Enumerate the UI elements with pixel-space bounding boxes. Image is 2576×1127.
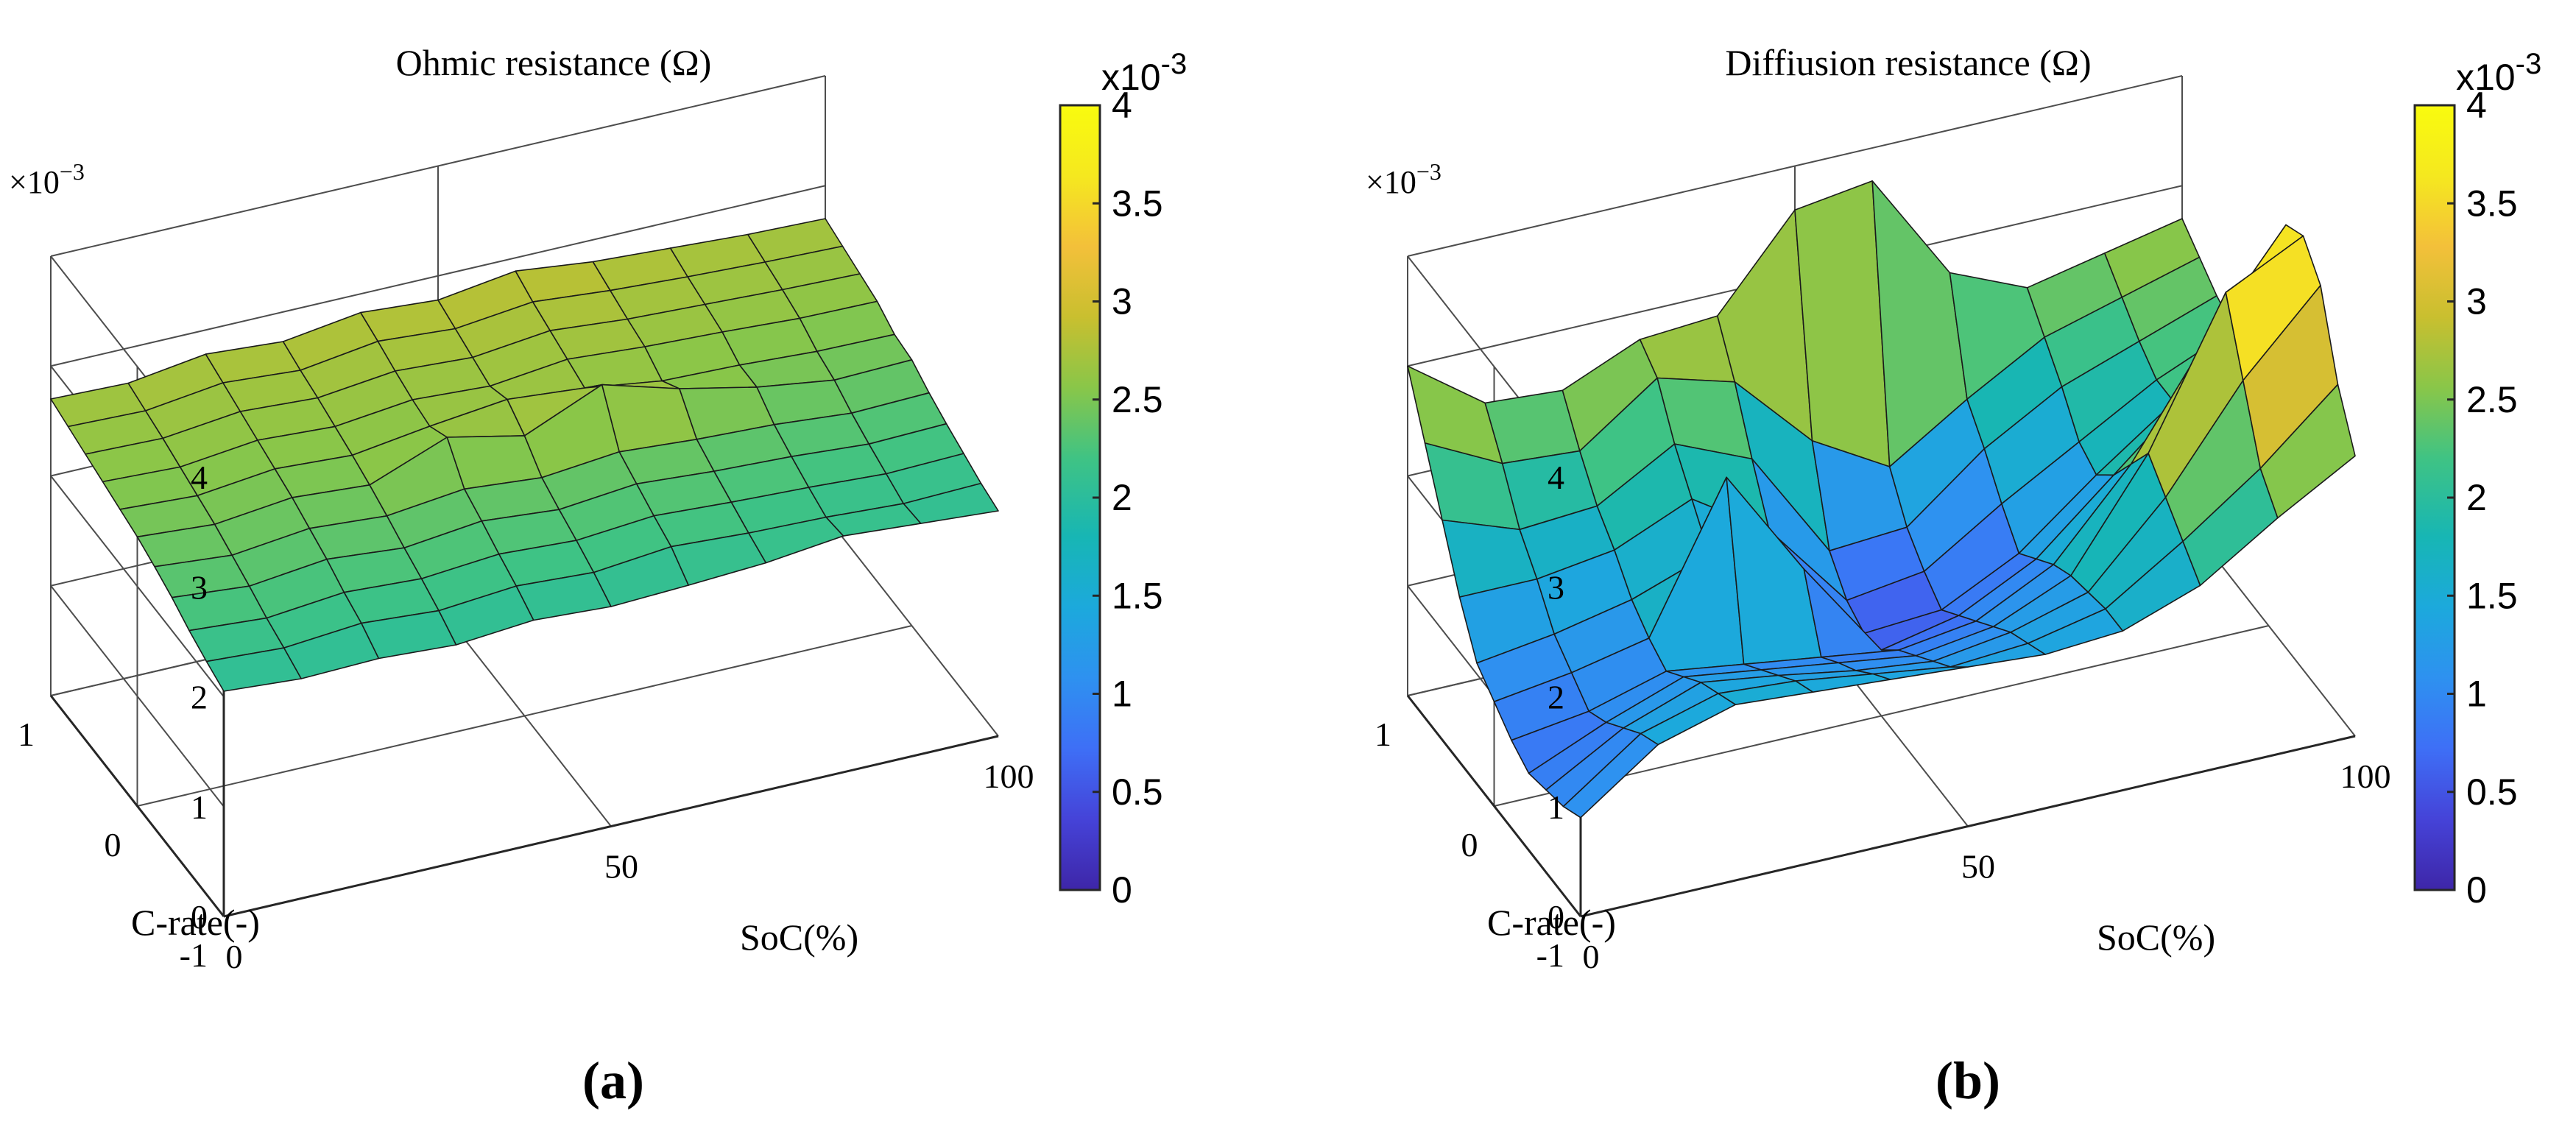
colorbar-tick-label: 0.5 [2466,771,2518,813]
colorbar-ticks: 0 0.5 1 1.5 2 2.5 3 3.5 4 [2447,85,2518,911]
panel-caption: (a) [582,1051,644,1110]
z-tick-label: 0 [1548,898,1564,936]
x-axis-label: SoC(%) [2097,916,2215,958]
gridline [137,625,912,807]
colorbar-tick-label: 2 [1112,477,1132,518]
z-tick-label: 2 [1548,679,1564,716]
z-tick-label: 3 [191,568,208,606]
colorbar-tick-label: 1.5 [2466,575,2518,616]
x-tick-label: 0 [1583,938,1600,975]
axis-line [223,735,999,918]
x-tick-label: 100 [2340,757,2391,795]
z-tick-label: 3 [1548,568,1564,606]
colorbar-tick-label: 1.5 [1112,575,1163,616]
surface-patch [2259,384,2356,519]
z-tick-label: 4 [191,459,208,496]
colorbar-tick-label: 0 [1112,869,1132,911]
z-exponent-label: ×10−3 [1366,158,1441,200]
y-axis-label: C-rate(-) [131,902,260,943]
diffusion-resistance-panel: Diffiusion resistance (Ω) 01234-10105010… [1366,42,2541,1110]
y-axis-label: C-rate(-) [1487,902,1616,943]
x-tick-label: 0 [226,938,243,975]
axis-line [1406,695,1582,917]
z-tick-label: 1 [1548,788,1564,826]
y-tick-label: -1 [1536,936,1564,974]
colorbar-tick-label: 1 [1112,674,1132,715]
colorbar-tick-label: 1 [2466,674,2487,715]
surface-plot [50,218,999,692]
y-tick-label: 0 [1461,826,1478,863]
surface-patch [903,482,999,524]
axis-line [49,695,225,917]
colorbar-tick-label: 3 [2466,281,2487,322]
x-tick-label: 50 [1961,848,1995,886]
colorbar-tick-label: 3.5 [1112,183,1163,224]
colorbar-tick-label: 2.5 [2466,379,2518,420]
z-tick-label: 2 [191,679,208,716]
colorbar-tick-label: 3 [1112,281,1132,322]
z-tick-label: 1 [191,788,208,826]
z-exponent-label: ×10−3 [9,158,85,200]
colorbar-tick-label: 2.5 [1112,379,1163,420]
colorbar-tick-label: 4 [1112,85,1132,126]
z-tick-label: 0 [191,898,208,936]
x-tick-label: 50 [604,848,638,886]
surface-plot [1407,180,2356,819]
colorbar-tick-label: 4 [2466,85,2487,126]
z-tick-label: 4 [1548,459,1564,496]
y-tick-label: 1 [18,716,35,753]
colorbar-exponent: x10-3 [2456,48,2541,98]
y-tick-label: 0 [105,826,121,863]
colorbar-tick-label: 3.5 [2466,183,2518,224]
panel-title: Ohmic resistance (Ω) [396,42,712,83]
y-tick-label: 1 [1375,716,1391,753]
colorbar-exponent: x10-3 [1101,48,1187,98]
panel-title: Diffiusion resistance (Ω) [1725,42,2091,83]
y-tick-label: -1 [180,936,208,974]
colorbar-ticks: 0 0.5 1 1.5 2 2.5 3 3.5 4 [1093,85,1163,911]
colorbar-tick-label: 2 [2466,477,2487,518]
x-axis-label: SoC(%) [740,916,858,958]
x-tick-label: 100 [984,757,1034,795]
colorbar-tick-label: 0.5 [1112,771,1163,813]
axis-line [1580,735,2356,918]
colorbar-tick-label: 0 [2466,869,2487,911]
panel-caption: (b) [1935,1051,2000,1110]
